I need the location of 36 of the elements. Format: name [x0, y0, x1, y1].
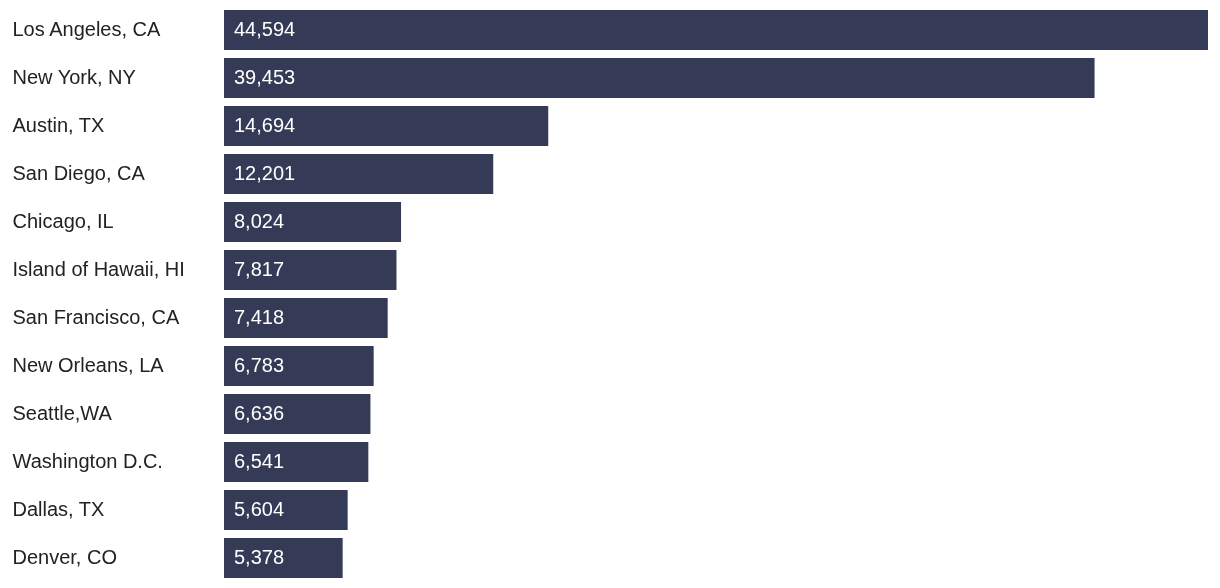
y-tick-label: Washington D.C. [12, 450, 163, 472]
data-label: 6,636 [234, 402, 285, 424]
y-tick-label: Austin, TX [12, 114, 105, 136]
data-label: 6,541 [234, 450, 285, 472]
y-tick-label: New York, NY [12, 66, 136, 88]
bar [224, 154, 494, 194]
bar [224, 538, 343, 578]
bar [224, 394, 371, 434]
y-tick-label: Denver, CO [12, 546, 117, 568]
data-label: 39,453 [234, 66, 296, 88]
y-tick-label: Dallas, TX [12, 498, 105, 520]
data-label: 8,024 [234, 210, 285, 232]
bar [224, 490, 348, 530]
y-tick-label: San Diego, CA [12, 162, 146, 184]
bar [224, 298, 388, 338]
data-label: 7,418 [234, 306, 285, 328]
y-tick-label: Los Angeles, CA [12, 18, 162, 40]
y-tick-label: Island of Hawaii, HI [12, 258, 185, 280]
bar [224, 106, 549, 146]
bar [224, 346, 374, 386]
data-label: 5,378 [234, 546, 285, 568]
bar [224, 442, 369, 482]
data-label: 7,817 [234, 258, 285, 280]
y-tick-label: San Francisco, CA [12, 306, 180, 328]
data-label: 5,604 [234, 498, 285, 520]
data-label: 14,694 [234, 114, 296, 136]
bar [224, 10, 1208, 50]
bar [224, 250, 397, 290]
y-tick-label: New Orleans, LA [12, 354, 165, 376]
y-tick-label: Chicago, IL [12, 210, 114, 232]
bar [224, 202, 402, 242]
data-label: 12,201 [234, 162, 296, 184]
data-label: 44,594 [234, 18, 296, 40]
data-label: 6,783 [234, 354, 285, 376]
y-tick-label: Seattle,WA [12, 402, 113, 424]
bar [224, 58, 1095, 98]
